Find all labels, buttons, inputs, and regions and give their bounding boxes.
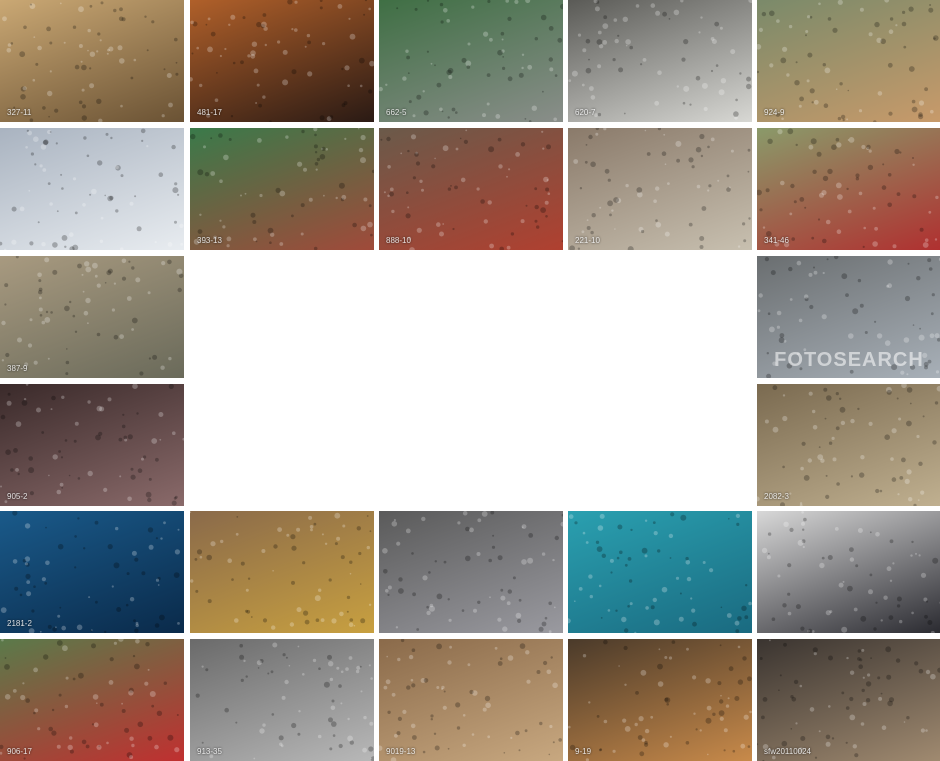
photo-id-caption: 9019-13 bbox=[386, 747, 416, 756]
photo-texture bbox=[195, 642, 374, 761]
photo-id-caption: 620-7 bbox=[575, 108, 596, 117]
photo-id-caption: 387-9 bbox=[7, 364, 28, 373]
photo-tile: 9019-13 bbox=[379, 639, 563, 761]
photo-tile: 662-5 bbox=[379, 0, 563, 122]
photo-id-caption: 662-5 bbox=[386, 108, 407, 117]
photo-id-caption: 888-10 bbox=[386, 236, 411, 245]
photo-texture bbox=[0, 639, 180, 760]
photo-id-caption: 393-13 bbox=[197, 236, 222, 245]
photo-texture bbox=[757, 384, 940, 506]
photo-tile: 924-9 bbox=[757, 0, 940, 122]
photo-tile: 9-19 bbox=[568, 639, 752, 761]
photo-texture bbox=[379, 0, 563, 122]
photo-texture bbox=[380, 129, 563, 250]
photo-tile: 888-10 bbox=[379, 128, 563, 250]
photo-tile bbox=[0, 128, 184, 250]
photo-id-caption: 481-17 bbox=[197, 108, 222, 117]
photo-tile bbox=[568, 511, 752, 633]
photo-tile bbox=[757, 511, 940, 633]
photo-texture bbox=[568, 0, 752, 120]
photo-tile: 387-9 bbox=[0, 256, 184, 378]
photo-texture bbox=[569, 128, 751, 250]
photo-tile bbox=[190, 511, 374, 633]
photo-texture bbox=[1, 256, 184, 376]
photo-id-caption: 341-46 bbox=[764, 236, 789, 245]
photo-tile: 905-2 bbox=[0, 384, 184, 506]
photo-tile: 481-17 bbox=[190, 0, 374, 122]
photo-tile: FOTOSEARCH bbox=[757, 256, 940, 378]
photo-texture bbox=[568, 639, 752, 761]
photo-tile: 327-11 bbox=[0, 0, 184, 122]
watermark: FOTOSEARCH bbox=[774, 349, 924, 371]
photo-tile: 393-13 bbox=[190, 128, 374, 250]
photo-tile: sfw20110024 bbox=[757, 639, 940, 761]
photo-tile: 341-46 bbox=[757, 128, 940, 250]
photo-tile bbox=[379, 511, 563, 633]
photo-id-caption: 9-19 bbox=[575, 747, 592, 756]
photo-id-caption: 913-35 bbox=[197, 747, 222, 756]
photo-id-caption: 327-11 bbox=[7, 108, 32, 117]
photo-texture bbox=[379, 639, 562, 761]
photo-texture bbox=[757, 0, 939, 122]
photo-id-caption: 2082-3 bbox=[764, 492, 789, 501]
photo-id-caption: 2181-2 bbox=[7, 619, 32, 628]
photo-tile: 913-35 bbox=[190, 639, 374, 761]
photo-texture bbox=[0, 511, 180, 633]
photo-id-caption: sfw20110024 bbox=[764, 747, 811, 756]
photo-texture bbox=[0, 384, 184, 506]
photo-texture bbox=[757, 639, 940, 761]
photo-tile: 906-17 bbox=[0, 639, 184, 761]
photo-texture bbox=[190, 0, 374, 122]
photo-id-caption: 924-9 bbox=[764, 108, 785, 117]
photo-texture bbox=[757, 256, 940, 378]
photo-tile: 620-7 bbox=[568, 0, 752, 122]
photo-tile: 2181-2 bbox=[0, 511, 184, 633]
photo-texture bbox=[2, 1, 179, 122]
photo-id-caption: 906-17 bbox=[7, 747, 32, 756]
photo-id-caption: 221-10 bbox=[575, 236, 600, 245]
photo-texture bbox=[382, 511, 563, 633]
photo-texture bbox=[190, 128, 374, 250]
photo-texture bbox=[0, 128, 184, 250]
photo-texture bbox=[761, 511, 940, 633]
photo-tile: 2082-3 bbox=[757, 384, 940, 506]
photo-texture bbox=[190, 511, 372, 630]
photo-texture bbox=[757, 128, 939, 249]
photo-texture bbox=[568, 512, 752, 633]
photo-id-caption: 905-2 bbox=[7, 492, 28, 501]
photo-tile: 221-10 bbox=[568, 128, 752, 250]
